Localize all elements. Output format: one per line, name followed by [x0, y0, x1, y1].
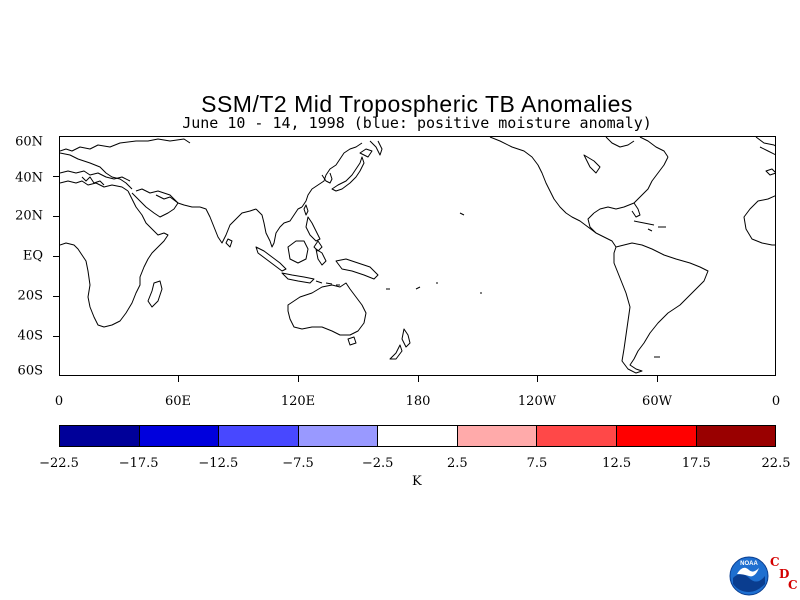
map-plot-area	[59, 136, 776, 376]
color-legend-swatch	[537, 426, 617, 446]
lat-label-60n: 60N	[15, 134, 43, 150]
noaa-logo-text: NOAA	[740, 561, 758, 567]
lon-tick	[657, 376, 658, 382]
color-legend-swatch	[60, 426, 140, 446]
color-legend-swatch	[219, 426, 299, 446]
color-legend-swatch	[378, 426, 458, 446]
lat-tick	[53, 176, 59, 177]
coastline-map	[60, 137, 775, 374]
lon-tick	[537, 376, 538, 382]
color-legend-tick-label: 17.5	[681, 456, 711, 471]
chart-subtitle: June 10 - 14, 1998 (blue: positive moist…	[182, 114, 652, 132]
lon-label-120e: 120E	[280, 394, 316, 409]
lat-label-eq: EQ	[22, 248, 43, 264]
lat-label-60s: 60S	[17, 363, 43, 379]
color-legend-tick-label: 7.5	[526, 456, 548, 471]
lat-label-40s: 40S	[17, 328, 43, 344]
color-legend-tick-label: 12.5	[602, 456, 632, 471]
lon-tick	[298, 376, 299, 382]
lon-label-0: 0	[54, 394, 64, 409]
color-legend-tick-label: −17.5	[118, 456, 159, 471]
color-legend-swatch	[298, 426, 379, 446]
color-legend-tick-label: −7.5	[282, 456, 314, 471]
color-legend-tick-label: −12.5	[198, 456, 239, 471]
color-legend-swatch	[139, 426, 220, 446]
color-legend-tick-label: −2.5	[361, 456, 394, 471]
color-legend-units: K	[412, 474, 422, 489]
lat-tick	[53, 296, 59, 297]
cdc-letter-c2: C	[788, 578, 798, 592]
lat-tick	[53, 216, 59, 217]
lon-label-120w: 120W	[517, 394, 557, 409]
lat-tick	[53, 256, 59, 257]
lon-tick	[178, 376, 179, 382]
color-legend-swatch	[457, 426, 538, 446]
color-legend-tick-label: −22.5	[39, 456, 79, 471]
lon-label-60w: 60W	[642, 394, 672, 409]
lon-label-180: 180	[405, 394, 431, 409]
lon-label-60e: 60E	[164, 394, 192, 409]
color-legend-tick-label: 22.5	[761, 456, 791, 471]
color-legend-bar	[59, 425, 776, 447]
noaa-logo-icon: NOAA	[729, 556, 769, 596]
lon-label-0-east: 0	[771, 394, 781, 409]
lat-label-40n: 40N	[15, 170, 43, 186]
color-legend-tick-label: 2.5	[446, 456, 468, 471]
color-legend-swatch	[696, 426, 776, 446]
chart-title: SSM/T2 Mid Tropospheric TB Anomalies	[201, 91, 633, 117]
lon-tick	[418, 376, 419, 382]
color-legend-swatch	[616, 426, 697, 446]
cdc-letter-d: D	[779, 567, 790, 581]
lat-label-20n: 20N	[15, 208, 43, 224]
lat-label-20s: 20S	[17, 288, 43, 304]
lat-tick	[53, 336, 59, 337]
cdc-letter-c1: C	[770, 555, 780, 569]
